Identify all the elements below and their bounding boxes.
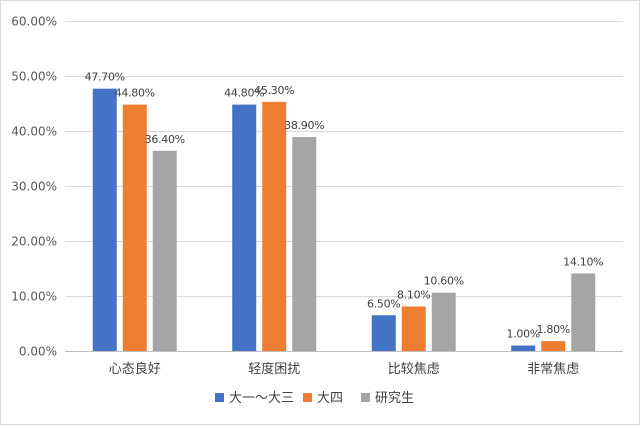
bar <box>232 104 257 351</box>
data-label: 45.30% <box>254 84 294 97</box>
y-axis-tick-labels: 0.00% 10.00% 20.00% 30.00% 40.00% 50.00% 60.00… <box>11 15 57 359</box>
y-tick-label: 50.00% <box>11 70 57 84</box>
bar <box>431 292 456 351</box>
bar <box>122 104 147 351</box>
bar <box>541 341 566 351</box>
x-category-label: 比较焦虑 <box>388 362 440 377</box>
data-label: 1.80% <box>537 323 570 336</box>
data-label: 1.00% <box>507 328 540 341</box>
gridlines <box>65 21 623 297</box>
y-tick-label: 10.00% <box>11 290 57 304</box>
bar <box>371 315 396 351</box>
legend-label: 大一～大三 <box>229 391 294 406</box>
y-tick-label: 40.00% <box>11 125 57 139</box>
bar <box>511 345 536 351</box>
x-category-label: 心态良好 <box>109 361 161 377</box>
data-label: 36.40% <box>145 133 185 146</box>
data-label: 14.10% <box>563 255 603 268</box>
legend-label: 研究生 <box>375 391 414 406</box>
data-label: 6.50% <box>367 297 400 310</box>
bar <box>262 101 287 351</box>
legend-swatch <box>303 393 312 402</box>
data-label: 44.80% <box>115 87 155 100</box>
bars <box>92 88 596 352</box>
y-tick-label: 60.00% <box>11 15 57 29</box>
x-category-label: 非常焦虑 <box>527 362 579 377</box>
legend-item: 研究生 <box>361 391 414 406</box>
legend: 大一～大三 大四 研究生 <box>215 391 414 406</box>
legend-swatch <box>215 393 224 402</box>
y-tick-label: 20.00% <box>11 235 57 249</box>
bar <box>92 88 117 352</box>
bar <box>292 137 317 351</box>
legend-item: 大一～大三 <box>215 391 294 406</box>
data-label: 8.10% <box>397 288 430 301</box>
legend-label: 大四 <box>317 391 343 406</box>
data-label: 10.60% <box>424 275 464 288</box>
y-tick-label: 30.00% <box>11 180 57 194</box>
data-labels: 47.70%44.80%36.40%44.80%45.30%38.90%6.50… <box>85 71 604 341</box>
bar <box>401 306 426 351</box>
y-tick-label: 0.00% <box>19 345 57 359</box>
data-label: 44.80% <box>224 87 264 100</box>
legend-item: 大四 <box>303 391 343 406</box>
x-category-label: 轻度困扰 <box>248 361 300 377</box>
data-label: 47.70% <box>85 71 125 84</box>
data-label: 38.90% <box>284 119 324 132</box>
legend-swatch <box>361 393 370 402</box>
x-axis-category-labels: 心态良好 轻度困扰 比较焦虑 非常焦虑 <box>109 361 580 377</box>
bar <box>571 273 596 351</box>
bar <box>152 150 177 351</box>
